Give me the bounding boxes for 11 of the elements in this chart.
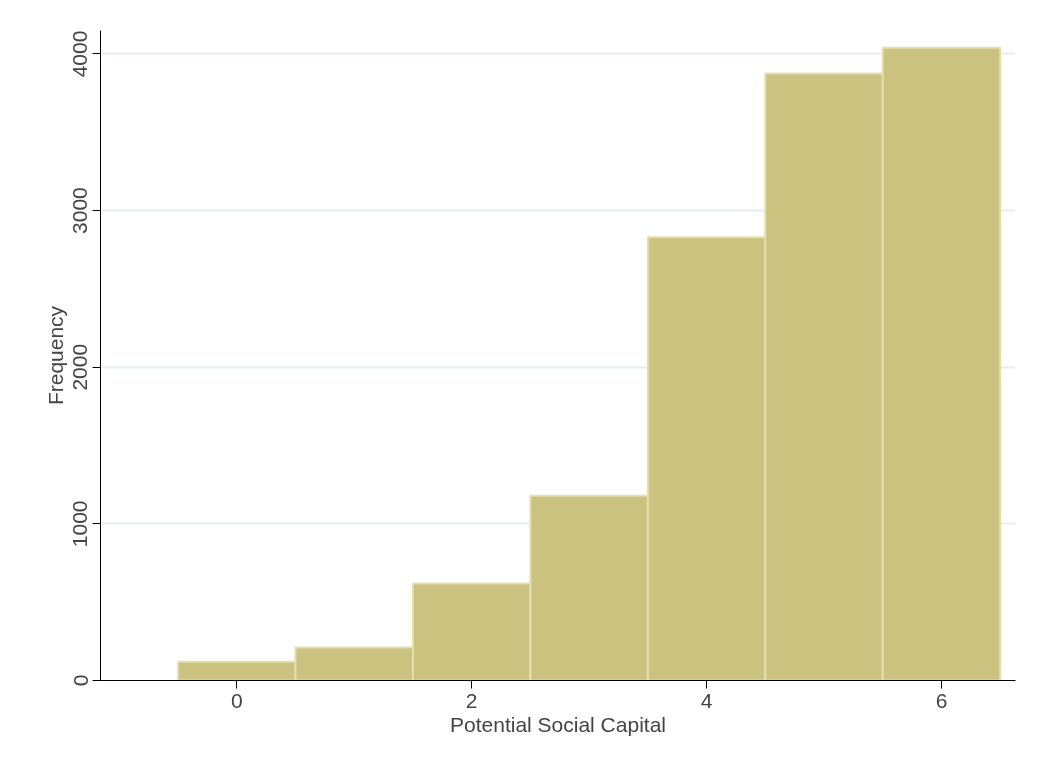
x-tick-label: 6 <box>935 688 948 712</box>
y-tick-label: 0 <box>68 674 92 687</box>
x-axis-title: Potential Social Capital <box>450 712 666 736</box>
y-axis-title: Frequency <box>43 305 67 406</box>
y-tick-label: 1000 <box>68 500 92 548</box>
y-tick-label: 3000 <box>68 187 92 234</box>
y-tick-label: 4000 <box>68 30 92 78</box>
x-tick-label: 2 <box>465 688 478 712</box>
y-tick-label: 2000 <box>68 343 92 391</box>
x-tick-label: 4 <box>700 688 713 712</box>
x-tick-label: 0 <box>230 688 243 712</box>
